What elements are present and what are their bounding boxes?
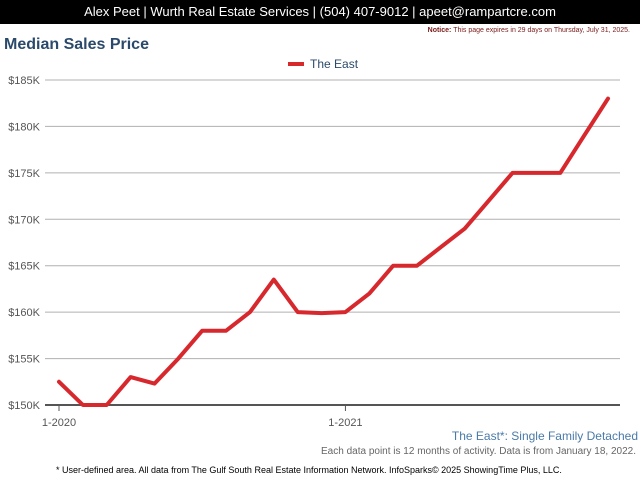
legend-entry: The East <box>310 57 359 71</box>
y-tick-label: $185K <box>8 75 40 87</box>
contact-text: Alex Peet | Wurth Real Estate Services |… <box>84 4 556 19</box>
notice-label: Notice: <box>427 27 452 34</box>
legend-swatch <box>288 62 304 66</box>
series-description: The East*: Single Family Detached <box>451 429 638 443</box>
chart-legend: The East <box>288 57 358 71</box>
data-note: Each data point is 12 months of activity… <box>321 446 636 457</box>
chart-title: Median Sales Price <box>4 36 149 53</box>
y-tick-label: $155K <box>8 354 40 366</box>
y-tick-label: $175K <box>8 168 40 180</box>
series-line-the-east <box>57 96 610 407</box>
x-tick-label: 1-2021 <box>328 417 362 429</box>
y-tick-label: $165K <box>8 261 40 273</box>
x-tick-label: 1-2020 <box>42 417 76 429</box>
footer-disclaimer: * User-defined area. All data from The G… <box>56 465 562 475</box>
contact-header: Alex Peet | Wurth Real Estate Services |… <box>0 0 640 24</box>
y-tick-label: $180K <box>8 121 40 133</box>
notice-text: This page expires in 29 days on Thursday… <box>453 27 630 34</box>
y-tick-label: $160K <box>8 307 40 319</box>
y-tick-label: $170K <box>8 214 40 226</box>
expiry-notice: Notice: This page expires in 29 days on … <box>428 27 630 34</box>
y-tick-label: $150K <box>8 400 40 412</box>
